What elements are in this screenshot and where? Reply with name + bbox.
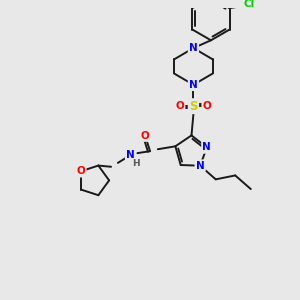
Text: H: H [133,159,140,168]
Text: O: O [203,101,212,111]
Text: N: N [202,142,211,152]
Text: O: O [141,130,149,141]
Text: Cl: Cl [243,0,255,9]
Text: N: N [196,161,205,171]
Text: S: S [189,100,198,113]
Text: N: N [126,150,135,160]
Text: N: N [189,80,198,90]
Text: O: O [76,166,85,176]
Text: O: O [176,101,184,111]
Text: N: N [189,43,198,53]
